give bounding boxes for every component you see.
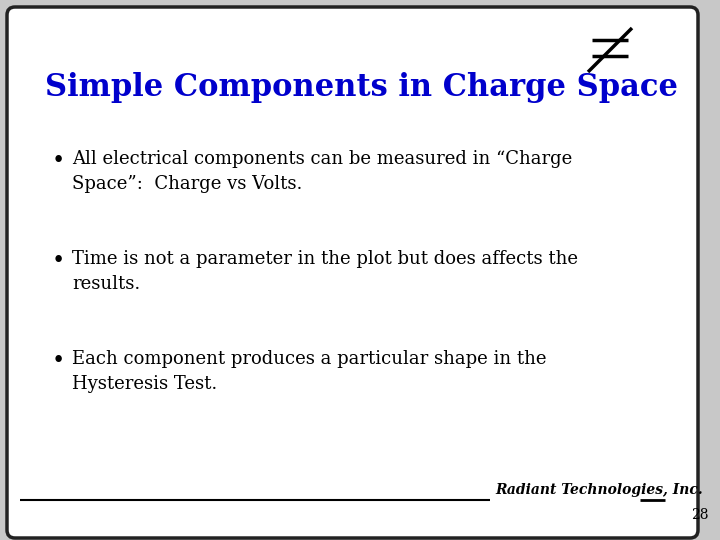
Text: •: • <box>52 350 66 372</box>
Text: •: • <box>52 150 66 172</box>
Text: Each component produces a particular shape in the
Hysteresis Test.: Each component produces a particular sha… <box>72 350 546 393</box>
Text: •: • <box>52 250 66 272</box>
Text: Simple Components in Charge Space: Simple Components in Charge Space <box>45 72 678 103</box>
Text: Radiant Technologies, Inc.: Radiant Technologies, Inc. <box>495 483 703 497</box>
Text: Time is not a parameter in the plot but does affects the
results.: Time is not a parameter in the plot but … <box>72 250 578 293</box>
FancyBboxPatch shape <box>7 7 698 538</box>
Text: All electrical components can be measured in “Charge
Space”:  Charge vs Volts.: All electrical components can be measure… <box>72 150 572 193</box>
Text: 28: 28 <box>691 508 708 522</box>
